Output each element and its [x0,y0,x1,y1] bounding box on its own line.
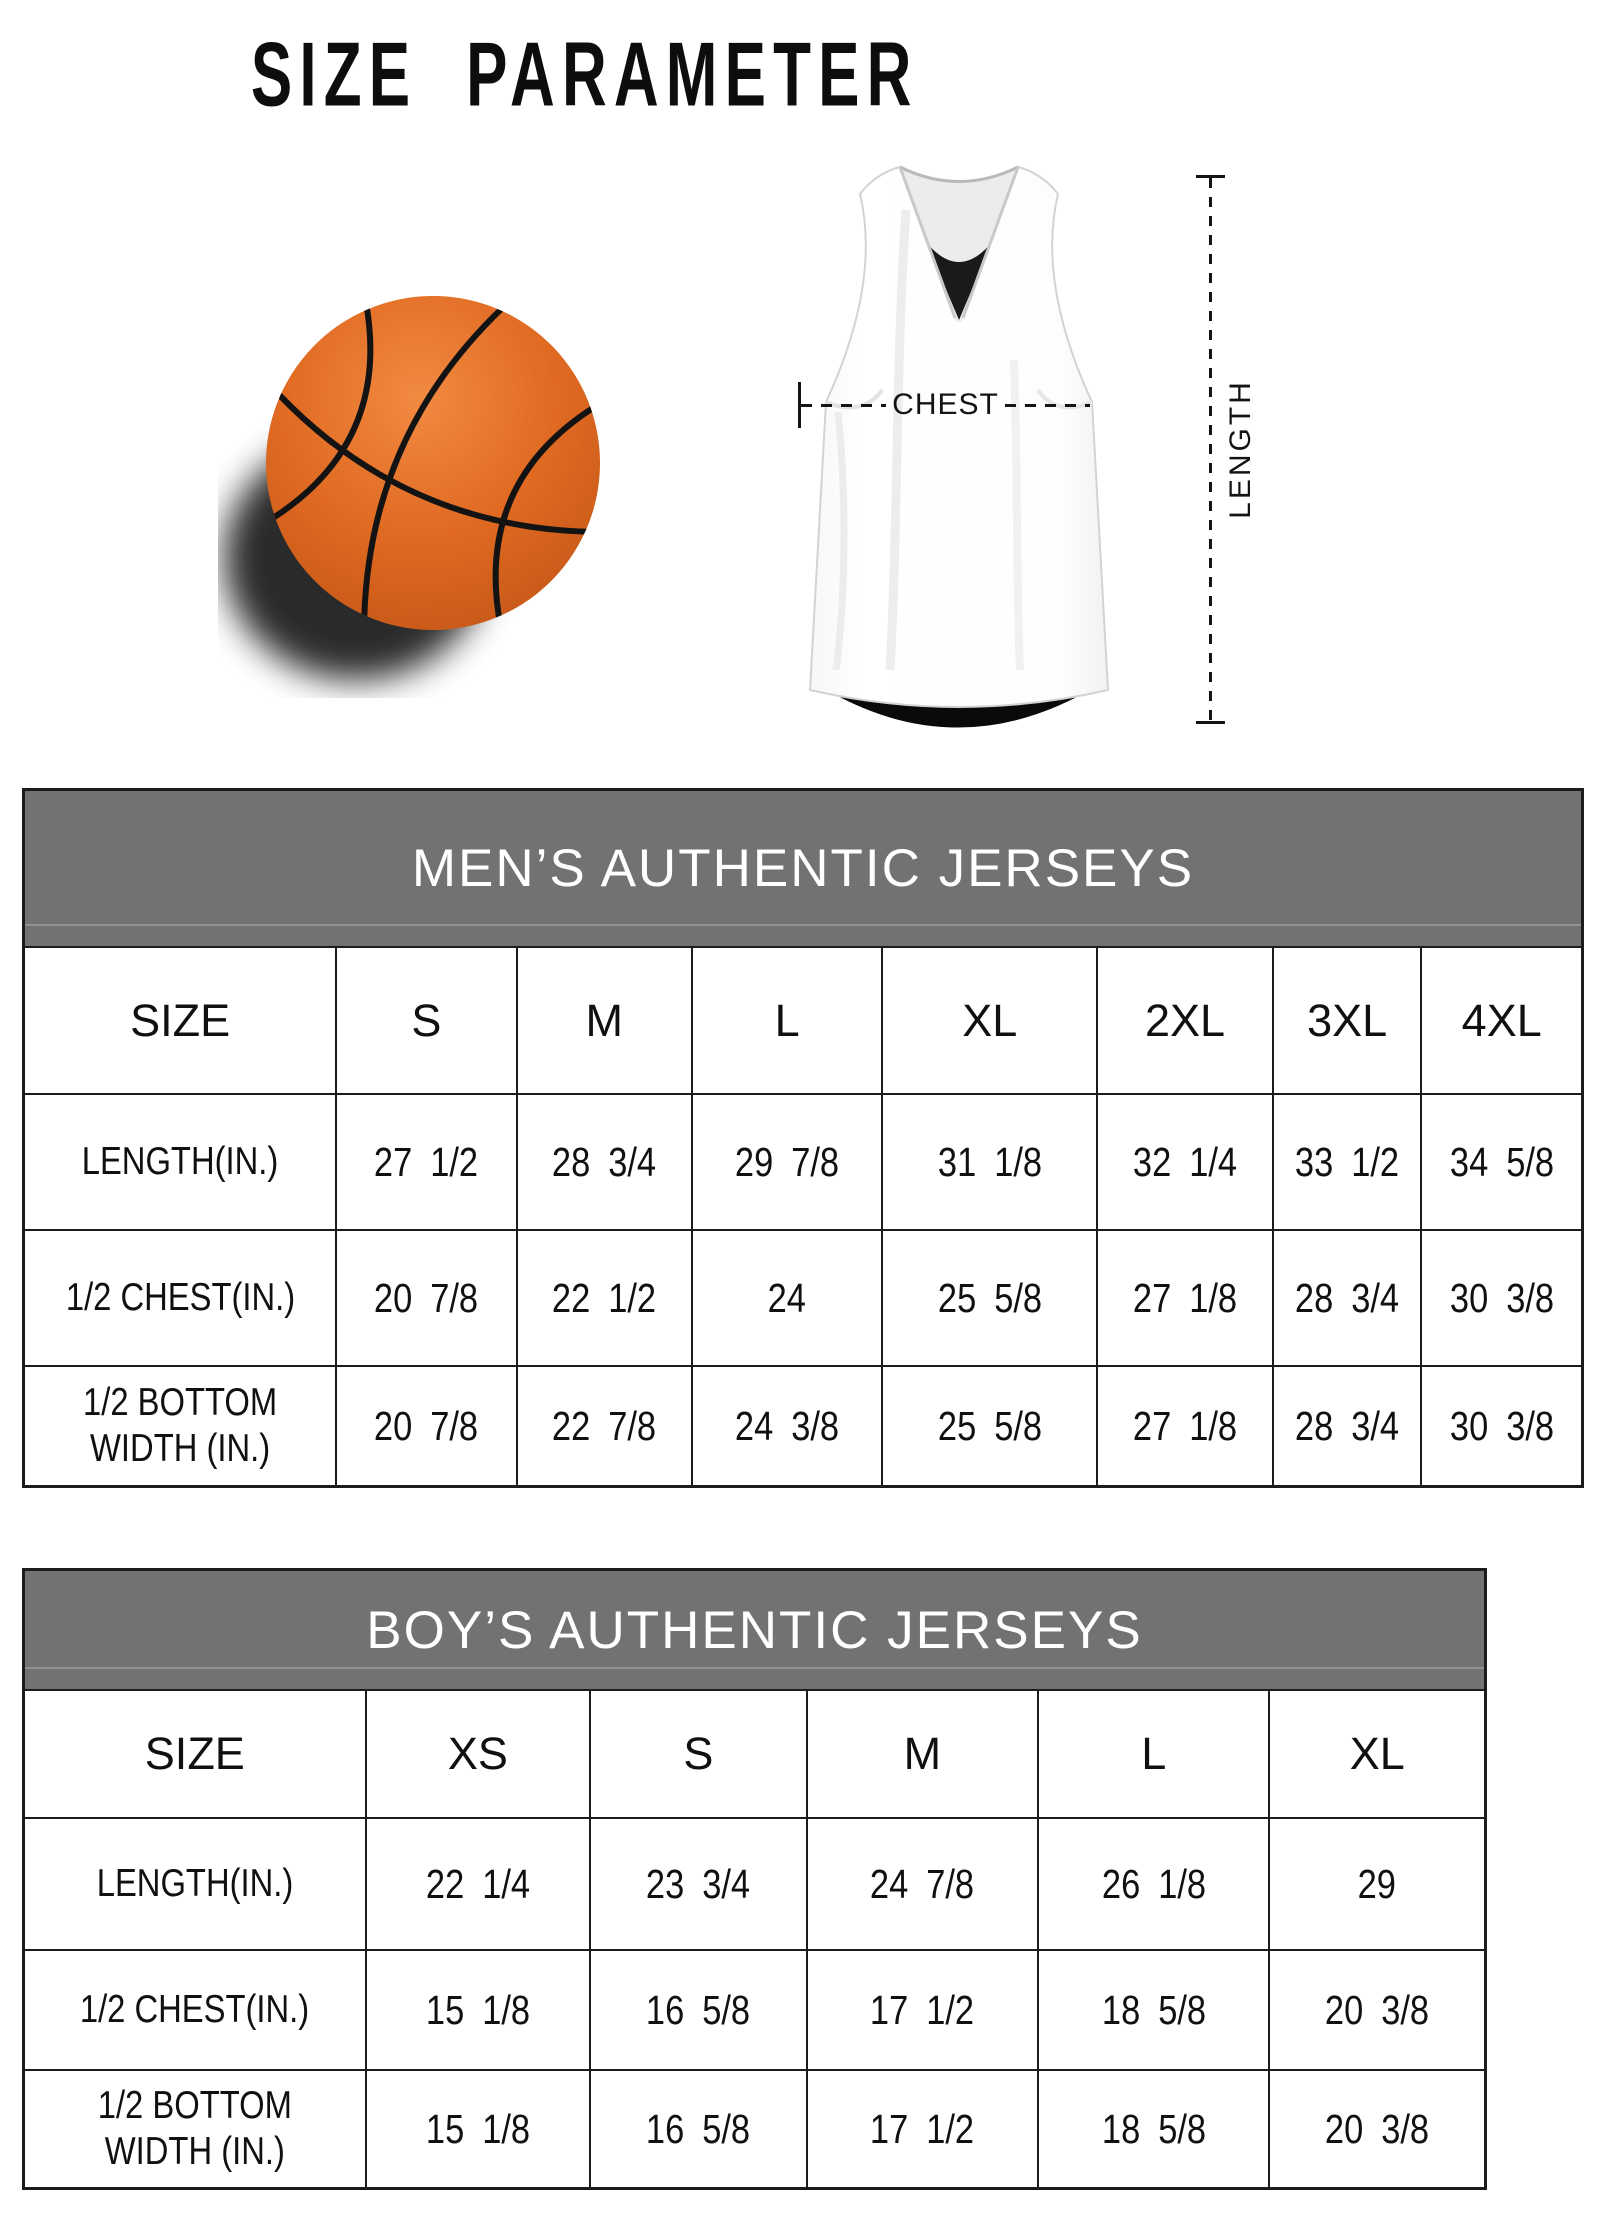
mens-banner-text: MEN’S AUTHENTIC JERSEYS [411,839,1195,898]
mens-chest-m: 22 1/2 [517,1231,691,1365]
mens-bottom-m: 22 7/8 [517,1367,691,1485]
boys-table-banner: BOY’S AUTHENTIC JERSEYS [25,1571,1484,1689]
mens-chest-l: 24 [692,1231,882,1365]
page-title-text: SIZE PARAMETER [251,24,919,126]
mens-length-3xl: 33 1/2 [1273,1095,1421,1229]
mens-length-s: 27 1/2 [337,1095,516,1229]
mens-size-l: L [692,948,882,1093]
mens-size-table: MEN’S AUTHENTIC JERSEYS SIZE S M L XL 2X… [22,788,1584,1488]
mens-row-label-length: LENGTH(IN.) [25,1095,336,1229]
mens-size-4xl: 4XL [1422,948,1581,1093]
jersey-icon [808,165,1110,728]
boys-length-xs: 22 1/4 [366,1819,590,1949]
boys-row-label-length: LENGTH(IN.) [25,1819,365,1949]
mens-length-xl: 31 1/8 [883,1095,1097,1229]
length-bottom-tick [1196,721,1225,724]
mens-size-header: SIZE [25,948,336,1093]
mens-row-label-chest: 1/2 CHEST(IN.) [25,1231,336,1365]
boys-bottom-s: 16 5/8 [591,2071,806,2187]
boys-length-l: 26 1/8 [1039,1819,1269,1949]
boys-size-xs: XS [366,1691,590,1817]
boys-chest-l: 18 5/8 [1039,1951,1269,2069]
mens-size-3xl: 3XL [1273,948,1421,1093]
mens-bottom-l: 24 3/8 [692,1367,882,1485]
mens-chest-2xl: 27 1/8 [1098,1231,1272,1365]
boys-length-m: 24 7/8 [807,1819,1038,1949]
chest-label: CHEST [892,388,999,421]
chest-left-tick [798,382,801,428]
basketball-icon [224,296,603,680]
mens-bottom-3xl: 28 3/4 [1273,1367,1421,1485]
chest-dash-right [1004,403,1090,407]
mens-chest-xl: 25 5/8 [883,1231,1097,1365]
boys-row-label-bottom: 1/2 BOTTOM WIDTH (IN.) [25,2071,365,2187]
boys-size-header: SIZE [25,1691,365,1817]
boys-size-s: S [591,1691,806,1817]
mens-size-2xl: 2XL [1098,948,1272,1093]
boys-size-m: M [807,1691,1038,1817]
boys-chest-s: 16 5/8 [591,1951,806,2069]
boys-chest-xl: 20 3/8 [1270,1951,1484,2069]
boys-size-xl: XL [1270,1691,1484,1817]
boys-bottom-l: 18 5/8 [1039,2071,1269,2187]
boys-size-l: L [1039,1691,1269,1817]
chest-dash-left [801,403,887,407]
page-title: SIZE PARAMETER [0,24,1170,126]
length-label: LENGTH [1224,379,1257,519]
mens-length-l: 29 7/8 [692,1095,882,1229]
mens-bottom-4xl: 30 3/8 [1422,1367,1581,1485]
length-dimension-line [1209,178,1212,722]
mens-size-xl: XL [883,948,1097,1093]
mens-length-2xl: 32 1/4 [1098,1095,1272,1229]
mens-chest-4xl: 30 3/8 [1422,1231,1581,1365]
mens-bottom-xl: 25 5/8 [883,1367,1097,1485]
boys-bottom-m: 17 1/2 [807,2071,1038,2187]
boys-bottom-xs: 15 1/8 [366,2071,590,2187]
jersey-neck [900,167,1018,322]
chest-dimension-line: CHEST [798,382,1090,428]
mens-bottom-s: 20 7/8 [337,1367,516,1485]
mens-size-s: S [337,948,516,1093]
boys-chest-m: 17 1/2 [807,1951,1038,2069]
mens-table-banner: MEN’S AUTHENTIC JERSEYS [25,791,1581,946]
boys-row-label-chest: 1/2 CHEST(IN.) [25,1951,365,2069]
mens-size-m: M [517,948,691,1093]
mens-chest-s: 20 7/8 [337,1231,516,1365]
boys-banner-text: BOY’S AUTHENTIC JERSEYS [366,1600,1143,1660]
boys-length-xl: 29 [1270,1819,1484,1949]
length-top-tick [1196,175,1225,178]
boys-chest-xs: 15 1/8 [366,1951,590,2069]
mens-chest-3xl: 28 3/4 [1273,1231,1421,1365]
mens-row-label-bottom: 1/2 BOTTOM WIDTH (IN.) [25,1367,336,1485]
boys-bottom-xl: 20 3/8 [1270,2071,1484,2187]
mens-bottom-2xl: 27 1/8 [1098,1367,1272,1485]
mens-length-4xl: 34 5/8 [1422,1095,1581,1229]
boys-size-table: BOY’S AUTHENTIC JERSEYS SIZE XS S M L XL… [22,1568,1487,2190]
mens-length-m: 28 3/4 [517,1095,691,1229]
boys-length-s: 23 3/4 [591,1819,806,1949]
